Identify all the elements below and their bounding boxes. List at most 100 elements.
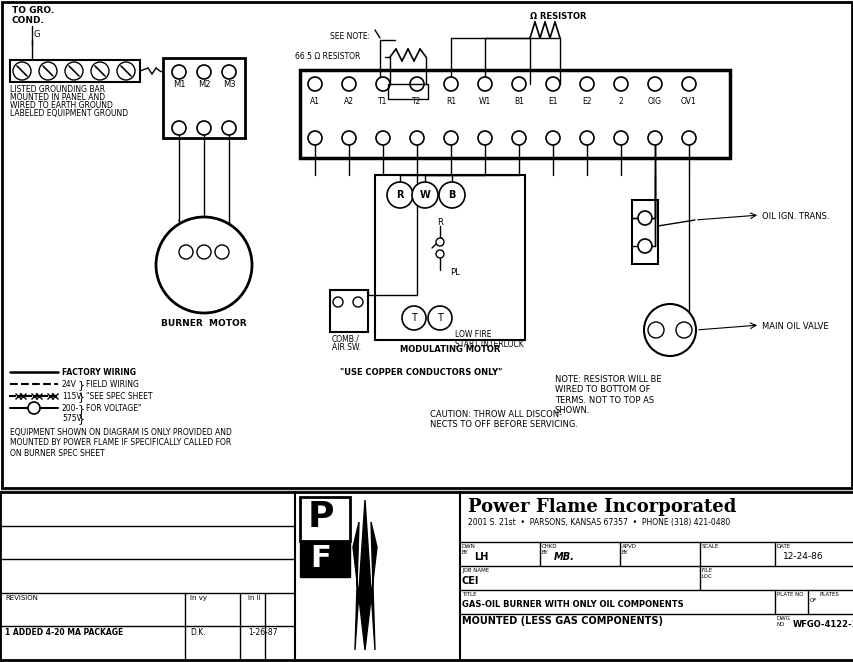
Bar (0, 492, 853, 660)
Text: CAUTION: THROW ALL DISCON-
NECTS TO OFF BEFORE SERVICING.: CAUTION: THROW ALL DISCON- NECTS TO OFF … (430, 410, 577, 430)
Text: APVD: APVD (621, 544, 636, 549)
Text: LOC: LOC (701, 574, 712, 579)
Text: BY: BY (621, 550, 628, 555)
Text: In vy: In vy (189, 594, 206, 601)
Text: OF: OF (809, 598, 816, 603)
Text: OIG: OIG (647, 97, 661, 106)
Text: DWN: DWN (461, 544, 475, 549)
Text: GAS-OIL BURNER WITH ONLY OIL COMPONENTS: GAS-OIL BURNER WITH ONLY OIL COMPONENTS (461, 600, 682, 609)
Circle shape (512, 131, 525, 145)
Text: G: G (34, 30, 40, 39)
Text: 66.5 Ω RESISTOR: 66.5 Ω RESISTOR (294, 52, 360, 61)
Text: Ω RESISTOR: Ω RESISTOR (530, 12, 586, 21)
Text: R: R (437, 218, 443, 227)
Text: F: F (310, 544, 330, 573)
Text: }: } (78, 380, 85, 390)
Text: R1: R1 (445, 97, 456, 106)
Circle shape (545, 131, 560, 145)
Text: EQUIPMENT SHOWN ON DIAGRAM IS ONLY PROVIDED AND
MOUNTED BY POWER FLAME IF SPECIF: EQUIPMENT SHOWN ON DIAGRAM IS ONLY PROVI… (10, 428, 232, 458)
Text: MAIN OIL VALVE: MAIN OIL VALVE (761, 322, 827, 331)
Text: START INTERLOCK: START INTERLOCK (455, 340, 523, 349)
Text: M3: M3 (223, 80, 235, 89)
Text: 115V: 115V (62, 392, 82, 401)
Text: CHKD: CHKD (542, 544, 557, 549)
Circle shape (156, 217, 252, 313)
Circle shape (613, 77, 627, 91)
Circle shape (427, 306, 451, 330)
Text: "SEE SPEC SHEET: "SEE SPEC SHEET (86, 392, 153, 401)
Text: FIELD WIRING: FIELD WIRING (86, 380, 139, 389)
Circle shape (438, 182, 464, 208)
Text: JOB NAME: JOB NAME (461, 568, 489, 573)
Circle shape (375, 77, 390, 91)
Bar (387, 84, 427, 99)
Text: WFGO-4122-1: WFGO-4122-1 (792, 620, 853, 629)
Circle shape (444, 77, 457, 91)
Circle shape (375, 131, 390, 145)
Text: E2: E2 (582, 97, 591, 106)
Circle shape (308, 77, 322, 91)
Text: W: W (419, 190, 430, 200)
Text: SEE NOTE:: SEE NOTE: (329, 32, 369, 41)
Text: FOR VOLTAGE": FOR VOLTAGE" (86, 404, 142, 413)
Bar (163, 58, 245, 138)
Text: In II: In II (247, 594, 260, 601)
Text: A1: A1 (310, 97, 320, 106)
Bar (374, 175, 525, 340)
Circle shape (222, 121, 235, 135)
Bar (299, 70, 729, 158)
Text: }: } (78, 392, 85, 402)
Text: FACTORY WIRING: FACTORY WIRING (62, 368, 136, 377)
Text: }: } (78, 414, 85, 424)
Circle shape (411, 182, 438, 208)
Text: TO GRO.: TO GRO. (12, 6, 55, 15)
Bar (329, 290, 368, 332)
Circle shape (676, 322, 691, 338)
Circle shape (13, 62, 31, 80)
Text: COND.: COND. (12, 16, 45, 25)
Text: 200-: 200- (62, 404, 79, 413)
Circle shape (637, 211, 651, 225)
Circle shape (436, 250, 444, 258)
Text: T2: T2 (412, 97, 421, 106)
Text: "USE COPPER CONDUCTORS ONLY": "USE COPPER CONDUCTORS ONLY" (339, 368, 502, 377)
Circle shape (222, 65, 235, 79)
Text: B: B (448, 190, 456, 200)
Text: 2: 2 (618, 97, 623, 106)
Text: M1: M1 (172, 80, 185, 89)
Text: 1-26-87: 1-26-87 (247, 628, 277, 638)
Circle shape (613, 131, 627, 145)
Text: LH: LH (473, 552, 488, 562)
Text: AIR SW.: AIR SW. (332, 343, 361, 352)
Circle shape (637, 239, 651, 253)
Circle shape (647, 322, 664, 338)
Circle shape (39, 62, 57, 80)
Text: 24V: 24V (62, 380, 77, 389)
Text: W1: W1 (479, 97, 490, 106)
Text: P: P (308, 500, 334, 534)
Text: DATE: DATE (776, 544, 790, 549)
Text: REVISION: REVISION (5, 594, 38, 601)
Bar (0, 0, 853, 490)
Circle shape (171, 65, 186, 79)
Text: FILE: FILE (701, 568, 712, 573)
Circle shape (171, 121, 186, 135)
Text: WIRED TO EARTH GROUND: WIRED TO EARTH GROUND (10, 101, 113, 110)
Circle shape (682, 77, 695, 91)
Circle shape (179, 245, 193, 259)
Text: COMB./: COMB./ (332, 335, 359, 344)
Circle shape (386, 182, 413, 208)
Text: }: } (78, 404, 85, 414)
Circle shape (579, 131, 594, 145)
Text: Power Flame Incorporated: Power Flame Incorporated (467, 498, 735, 516)
Circle shape (444, 131, 457, 145)
Text: LABELED EQUIPMENT GROUND: LABELED EQUIPMENT GROUND (10, 109, 128, 118)
Text: PLATE NO: PLATE NO (776, 592, 803, 597)
Text: MODULATING MOTOR: MODULATING MOTOR (399, 345, 500, 354)
Text: M2: M2 (198, 80, 210, 89)
Polygon shape (352, 500, 376, 650)
Circle shape (436, 238, 444, 246)
Circle shape (647, 77, 661, 91)
Bar (299, 541, 350, 577)
Text: B1: B1 (514, 97, 524, 106)
